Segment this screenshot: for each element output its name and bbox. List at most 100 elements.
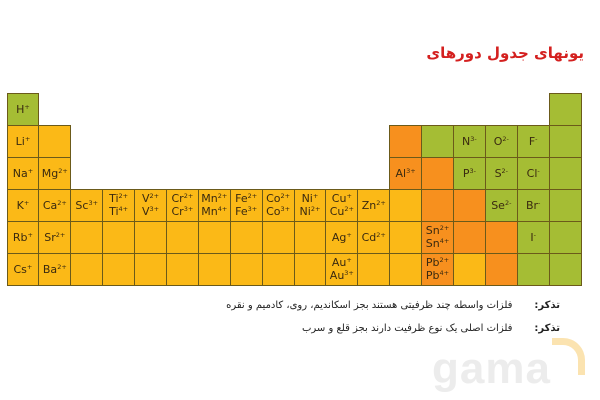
element-cell: Cu+ Cu2+ xyxy=(325,188,359,222)
element-cell: Sc3+ xyxy=(70,188,104,222)
element-cell xyxy=(484,220,518,254)
note-main-metals: تذکر: فلزات اصلی یک نوع ظرفیت دارند بجز … xyxy=(226,323,560,334)
ion-label: Cr3+ xyxy=(171,205,194,218)
element-cell xyxy=(389,124,423,158)
watermark-logo: gama xyxy=(432,344,551,393)
ion-label: P3- xyxy=(462,166,476,180)
ion-label: I- xyxy=(530,230,536,244)
element-cell xyxy=(548,124,582,158)
element-cell xyxy=(70,220,104,254)
element-cell: F- xyxy=(516,124,550,158)
ion-label: Sr2+ xyxy=(44,230,66,244)
ion-label: Sn4+ xyxy=(425,237,450,250)
page-title: یونهای جدول دورهای xyxy=(426,44,584,62)
element-cell xyxy=(548,92,582,126)
element-cell xyxy=(38,124,72,158)
element-cell xyxy=(293,252,327,286)
element-cell xyxy=(421,156,454,190)
element-cell: V2+ V3+ xyxy=(134,188,167,222)
element-cell: Sn2+ Sn4+ xyxy=(421,220,454,254)
element-cell xyxy=(548,188,582,222)
element-cell: I- xyxy=(516,220,550,254)
ion-label: Pb2+ xyxy=(425,256,450,269)
element-cell xyxy=(548,252,582,286)
element-cell: Ti2+ Ti4+ xyxy=(102,188,136,222)
ion-label: Na+ xyxy=(12,166,34,180)
ion-label: Cu+ xyxy=(331,192,352,205)
ion-label: V2+ xyxy=(141,192,160,205)
ion-label: Zn2+ xyxy=(361,198,386,212)
ion-label: F- xyxy=(528,134,538,148)
element-cell: H+ xyxy=(6,92,40,126)
element-cell xyxy=(197,252,231,286)
ion-label: O2- xyxy=(493,134,509,148)
element-cell: Al3+ xyxy=(389,156,423,190)
watermark-arc-icon xyxy=(552,338,585,375)
ion-label: Ni2+ xyxy=(299,205,321,218)
element-cell: Mn2+ Mn4+ xyxy=(197,188,231,222)
element-cell: Rb+ xyxy=(6,220,40,254)
ion-label: Fe2+ xyxy=(235,192,258,205)
ion-label: Al3+ xyxy=(395,166,416,180)
element-cell: Zn2+ xyxy=(357,188,391,222)
element-cell: Cs+ xyxy=(6,252,40,286)
element-cell xyxy=(165,252,199,286)
element-cell: Sr2+ xyxy=(38,220,72,254)
element-cell xyxy=(261,220,295,254)
element-cell: Na+ xyxy=(6,156,40,190)
element-cell xyxy=(484,252,518,286)
ion-label: Rb+ xyxy=(12,230,33,244)
element-cell xyxy=(229,220,263,254)
element-cell: Br- xyxy=(516,188,550,222)
element-cell: Cd2+ xyxy=(357,220,391,254)
ion-label: Cr2+ xyxy=(171,192,194,205)
ion-label: Br- xyxy=(525,198,541,212)
ion-label: Ba2+ xyxy=(42,262,67,276)
element-cell xyxy=(197,220,231,254)
element-cell: Ba2+ xyxy=(38,252,72,286)
element-cell: Se2- xyxy=(484,188,518,222)
ion-label: Cl- xyxy=(526,166,540,180)
ion-label: Pb4+ xyxy=(425,269,450,282)
ion-label: Au+ xyxy=(331,256,352,269)
ion-label: N3- xyxy=(462,134,477,148)
ion-label: Cu2+ xyxy=(329,205,354,218)
ion-label: Co3+ xyxy=(266,205,291,218)
element-cell xyxy=(102,252,136,286)
ion-label: K+ xyxy=(16,198,30,212)
element-cell xyxy=(102,220,136,254)
element-cell xyxy=(229,252,263,286)
ion-label: Cd2+ xyxy=(361,230,386,244)
element-cell: S2- xyxy=(484,156,518,190)
element-cell xyxy=(293,220,327,254)
element-cell xyxy=(134,252,167,286)
element-cell xyxy=(134,220,167,254)
ion-label: V3+ xyxy=(141,205,160,218)
element-cell: Li+ xyxy=(6,124,40,158)
element-cell: N3- xyxy=(452,124,486,158)
ion-label: Ti2+ xyxy=(109,192,129,205)
periodic-table-ions: H+ Li+ N3- O2- F- Na+ Mg2+ Al3+ P3- S2- Cl- K+ Ca2+ S… xyxy=(6,92,582,286)
note-label: تذکر: xyxy=(534,300,560,311)
element-cell: Pb2+ Pb4+ xyxy=(421,252,454,286)
ion-label: Sn2+ xyxy=(425,224,450,237)
ion-label: Co2+ xyxy=(266,192,291,205)
ion-label: S2- xyxy=(494,166,509,180)
ion-label: Li+ xyxy=(15,134,31,148)
ion-label: Se2- xyxy=(491,198,512,212)
ion-label: Cs+ xyxy=(13,262,33,276)
ion-label: Ti4+ xyxy=(109,205,129,218)
note-text: فلزات اصلی یک نوع ظرفیت دارند بجز قلع و … xyxy=(301,323,513,334)
notes: تذکر: فلزات واسطه چند ظرفیتی هستند بجز ا… xyxy=(226,300,560,346)
ion-label: Mn4+ xyxy=(201,205,228,218)
element-cell: Mg2+ xyxy=(38,156,72,190)
element-cell xyxy=(261,252,295,286)
element-cell: P3- xyxy=(452,156,486,190)
ion-label: Ag+ xyxy=(331,230,352,244)
element-cell: Cr2+ Cr3+ xyxy=(165,188,199,222)
element-cell xyxy=(548,156,582,190)
ion-label: Ni+ xyxy=(301,192,319,205)
ion-label: Mn2+ xyxy=(201,192,228,205)
element-cell: Cl- xyxy=(516,156,550,190)
element-cell: Co2+ Co3+ xyxy=(261,188,295,222)
